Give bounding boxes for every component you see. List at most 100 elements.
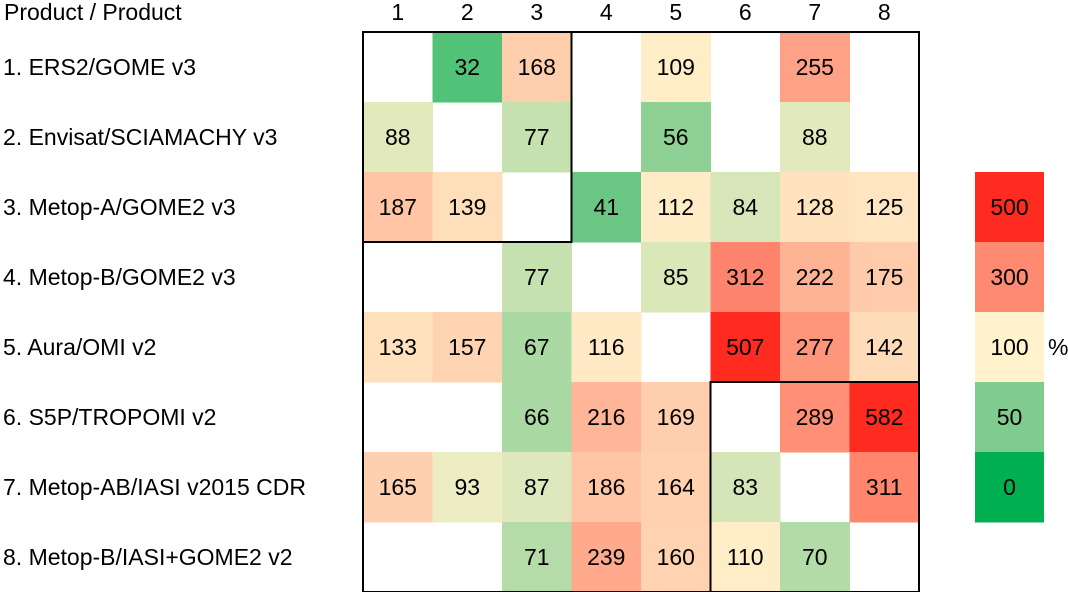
heatmap-cell	[502, 32, 572, 103]
heatmap-cell	[432, 312, 503, 383]
heatmap-cell	[780, 242, 850, 313]
cell-value: 277	[796, 334, 834, 360]
cell-value: 67	[524, 334, 550, 360]
cell-value: 165	[379, 474, 417, 500]
cell-value: 116	[588, 334, 625, 360]
row-label: 5. Aura/OMI v2	[3, 334, 156, 360]
cell-value: 88	[802, 124, 828, 150]
row-label: 4. Metop-B/GOME2 v3	[3, 264, 236, 290]
heatmap-cell	[571, 452, 642, 523]
cell-value: 112	[657, 194, 694, 220]
heatmap-cell	[641, 102, 711, 173]
legend-value: 300	[990, 264, 1028, 290]
cell-value: 139	[448, 194, 486, 220]
heatmap-cell	[780, 32, 850, 103]
heatmap-cell	[432, 452, 503, 523]
heatmap-cell	[780, 522, 850, 592]
legend-value: 50	[997, 404, 1023, 430]
heatmap-cell	[780, 312, 850, 383]
cell-value: 56	[663, 124, 689, 150]
row-label: 8. Metop-B/IASI+GOME2 v2	[3, 544, 293, 570]
heatmap-cell	[502, 312, 572, 383]
row-label: 6. S5P/TROPOMI v2	[3, 404, 216, 430]
legend-value: 0	[1003, 474, 1016, 500]
heatmap-cell	[641, 32, 711, 103]
grid-border	[362, 31, 920, 592]
cell-value: 169	[657, 404, 695, 430]
cell-value: 70	[802, 544, 828, 570]
heatmap-cell	[710, 172, 781, 243]
cell-value: 71	[524, 544, 550, 570]
cell-value: 85	[663, 264, 689, 290]
heatmap-cell	[641, 522, 711, 592]
heatmap-cell	[641, 452, 711, 523]
legend-unit: %	[1048, 334, 1068, 360]
legend-swatch	[975, 382, 1044, 453]
cell-value: 582	[865, 404, 903, 430]
cell-value: 216	[587, 404, 625, 430]
cell-value: 142	[865, 334, 903, 360]
outlined-block	[709, 381, 920, 592]
column-label: 5	[669, 0, 682, 25]
heatmap-cell	[780, 172, 850, 243]
cell-value: 507	[726, 334, 764, 360]
heatmap-cell	[780, 382, 850, 453]
column-label: 3	[530, 0, 543, 25]
heatmap-cell	[432, 32, 503, 103]
heatmap-cell	[502, 242, 572, 313]
cell-value: 164	[657, 474, 696, 500]
heatmap-cell	[641, 382, 711, 453]
cell-value: 312	[726, 264, 764, 290]
heatmap-cell	[710, 312, 781, 383]
cell-value: 128	[796, 194, 834, 220]
row-label: 1. ERS2/GOME v3	[3, 54, 196, 80]
cell-value: 88	[385, 124, 411, 150]
heatmap-cell	[849, 452, 920, 523]
heatmap-cell	[710, 522, 781, 592]
heatmap-cell	[571, 382, 642, 453]
heatmap-cell	[502, 452, 572, 523]
column-label: 8	[878, 0, 891, 25]
heatmap-cell	[710, 242, 781, 313]
cell-value: 93	[454, 474, 480, 500]
heatmap-cell	[849, 172, 920, 243]
cell-value: 109	[657, 54, 695, 80]
cell-value: 289	[796, 404, 834, 430]
heatmap-cell	[849, 242, 920, 313]
row-label: 7. Metop-AB/IASI v2015 CDR	[3, 474, 306, 500]
row-label: 3. Metop-A/GOME2 v3	[3, 194, 236, 220]
heatmap-cell	[363, 102, 433, 173]
cell-value: 41	[593, 194, 619, 220]
column-label: 6	[739, 0, 752, 25]
column-label: 2	[461, 0, 474, 25]
column-label: 4	[600, 0, 613, 25]
cell-value: 175	[865, 264, 903, 290]
heatmap-cell	[571, 172, 642, 243]
cell-value: 133	[379, 334, 417, 360]
heatmap-cell	[363, 312, 433, 383]
legend-value: 500	[990, 194, 1028, 220]
heatmap-cell	[432, 172, 503, 243]
heatmap-cell	[502, 522, 572, 592]
cell-value: 87	[524, 474, 550, 500]
legend-swatch	[975, 312, 1044, 383]
outlined-block	[362, 31, 573, 243]
heatmap-cell	[571, 312, 642, 383]
heatmap-cell	[849, 382, 920, 453]
cell-value: 84	[732, 194, 758, 220]
cell-value: 168	[518, 54, 556, 80]
cell-value: 222	[796, 264, 834, 290]
cell-value: 160	[657, 544, 695, 570]
heatmap-cell	[710, 452, 781, 523]
cell-value: 157	[448, 334, 486, 360]
row-label: 2. Envisat/SCIAMACHY v3	[3, 124, 277, 150]
legend-swatch	[975, 452, 1044, 523]
cell-value: 77	[524, 124, 550, 150]
heatmap-cell	[502, 382, 572, 453]
heatmap-cell	[641, 242, 711, 313]
cell-value: 77	[524, 264, 550, 290]
cell-value: 32	[454, 54, 480, 80]
cell-value: 311	[866, 474, 903, 500]
column-label: 7	[808, 0, 821, 25]
